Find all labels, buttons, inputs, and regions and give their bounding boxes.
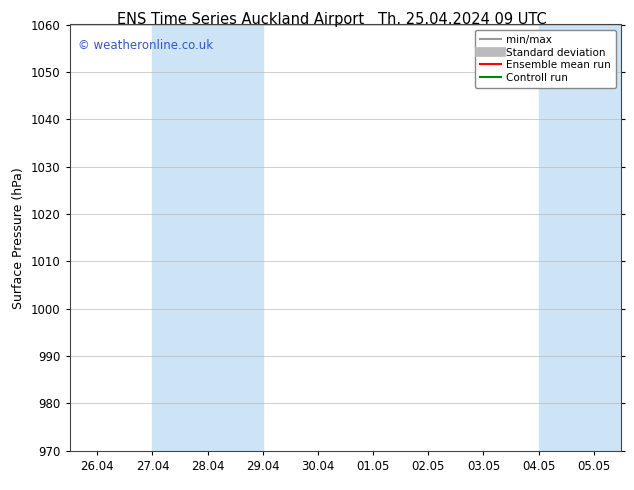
Bar	[538, 24, 634, 451]
Text: Th. 25.04.2024 09 UTC: Th. 25.04.2024 09 UTC	[378, 12, 547, 27]
Y-axis label: Surface Pressure (hPa): Surface Pressure (hPa)	[13, 167, 25, 309]
Text: ENS Time Series Auckland Airport: ENS Time Series Auckland Airport	[117, 12, 365, 27]
Bar	[152, 24, 262, 451]
Text: © weatheronline.co.uk: © weatheronline.co.uk	[78, 39, 213, 52]
Legend: min/max, Standard deviation, Ensemble mean run, Controll run: min/max, Standard deviation, Ensemble me…	[475, 30, 616, 88]
